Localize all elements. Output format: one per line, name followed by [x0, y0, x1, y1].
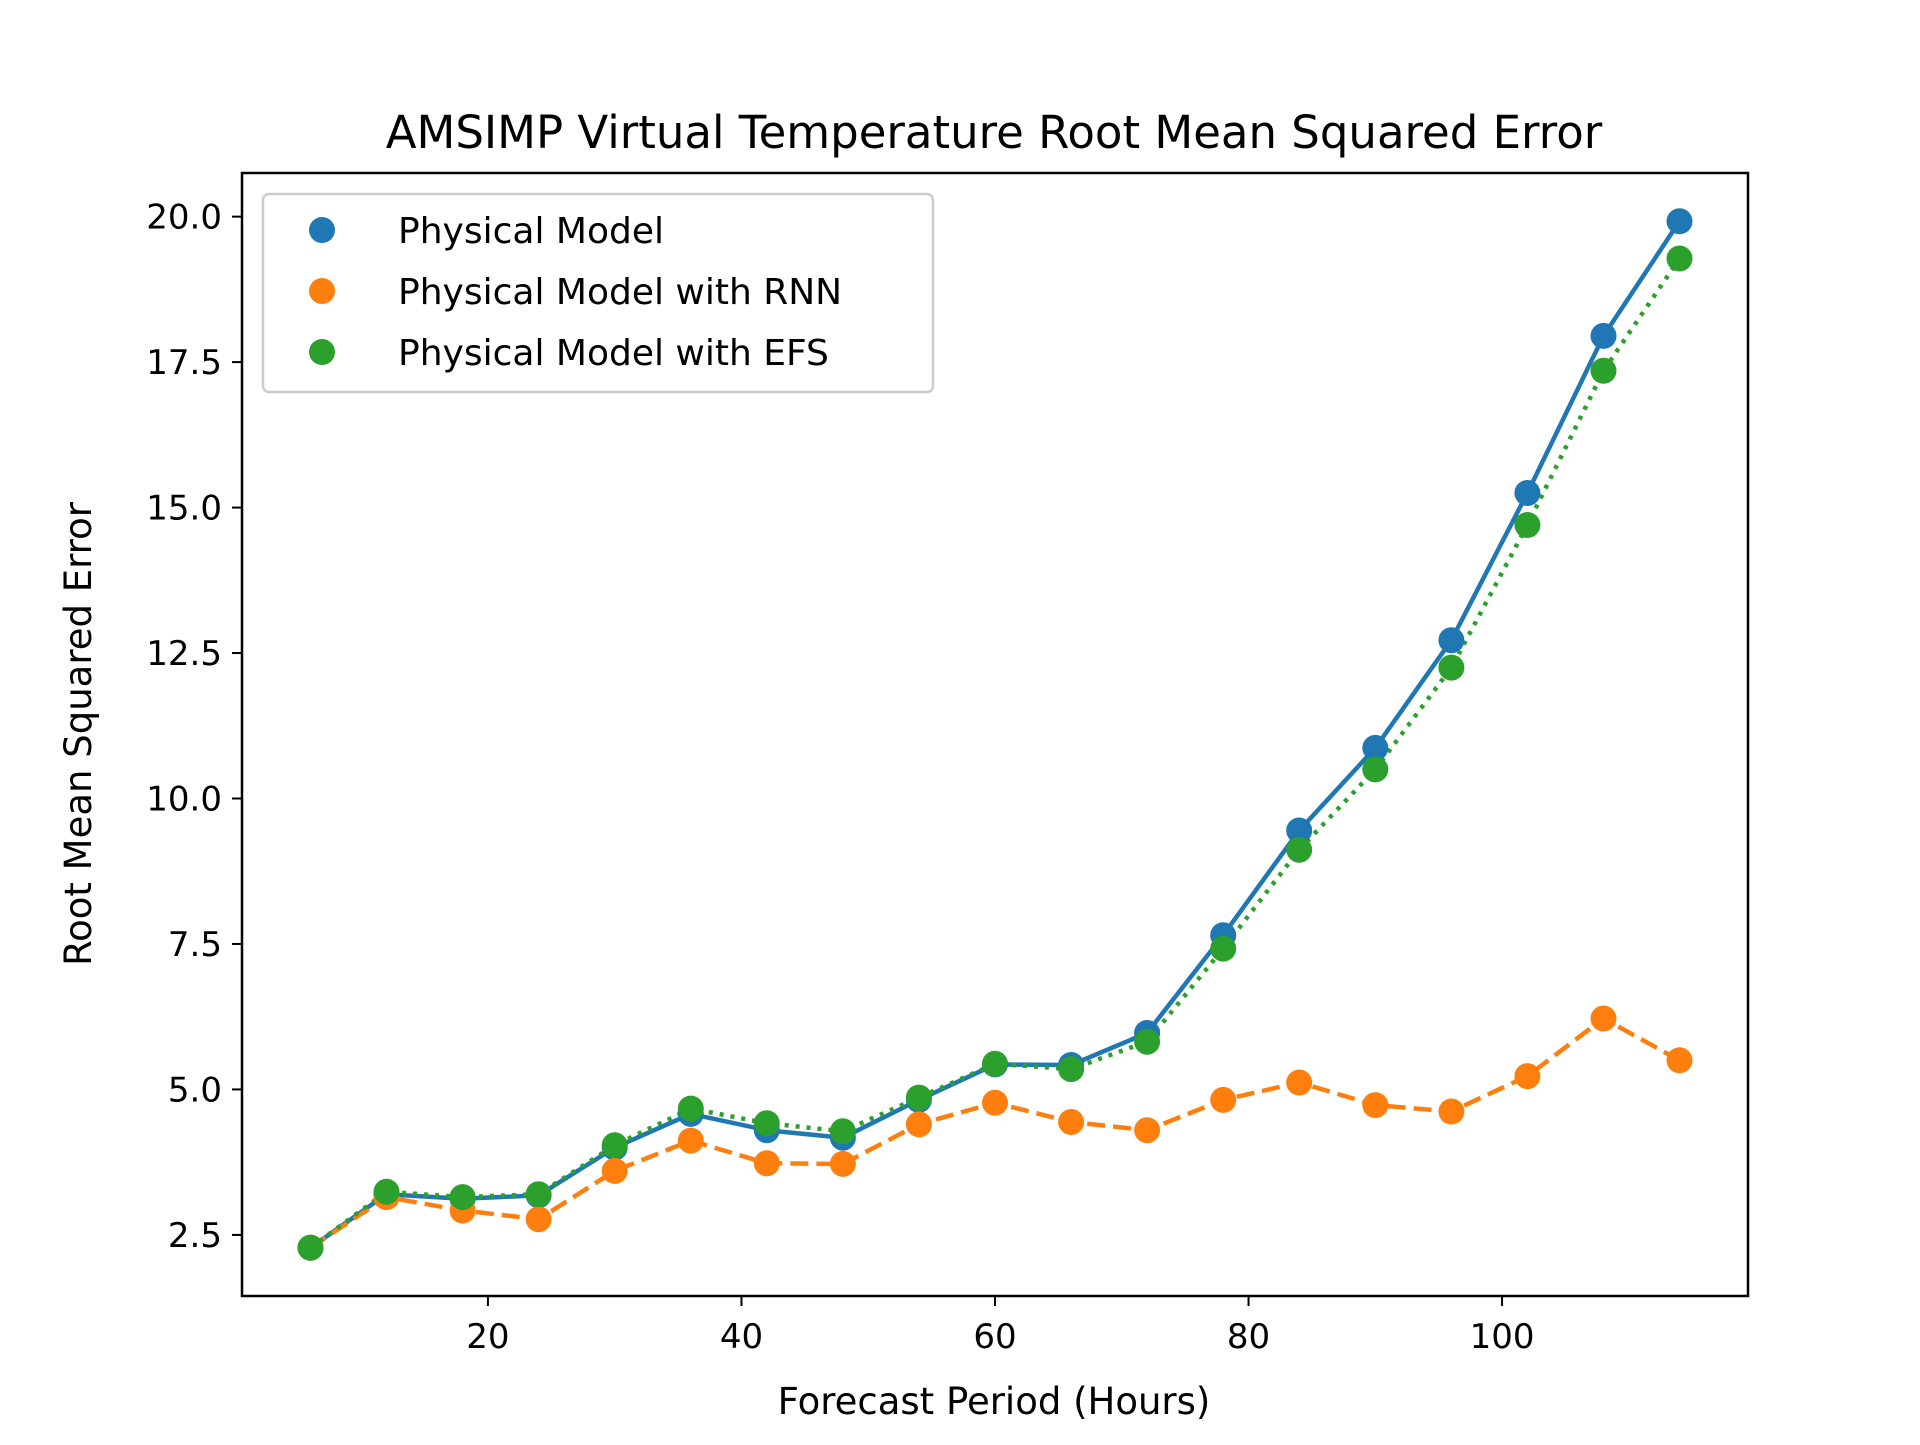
series-1-point: [1134, 1117, 1161, 1144]
legend-label-1: Physical Model with RNN: [398, 272, 842, 313]
series-2-point: [1210, 935, 1237, 962]
legend: Physical Model Physical Model with RNN Phy…: [261, 192, 935, 394]
series-1-point: [601, 1157, 628, 1184]
chart-title: AMSIMP Virtual Temperature Root Mean Squ…: [386, 106, 1603, 159]
series-1-point: [1058, 1109, 1085, 1135]
series-2-point: [1058, 1056, 1085, 1083]
series-2-point: [1590, 357, 1617, 384]
series-2-point: [297, 1234, 324, 1261]
series-1-point: [525, 1206, 552, 1233]
series-2-point: [982, 1050, 1008, 1077]
y-tick-label: 2.5: [168, 1216, 222, 1256]
series-0-point: [1362, 734, 1389, 761]
series-2-point: [753, 1110, 780, 1137]
series-1-point: [1362, 1092, 1389, 1119]
series-1-point: [1438, 1098, 1465, 1125]
series-1-point: [982, 1089, 1008, 1116]
legend-marker-2: [309, 339, 335, 365]
series-1-point: [1590, 1005, 1617, 1032]
series-1-point: [829, 1150, 856, 1177]
series-1-point: [1286, 1069, 1313, 1096]
series-0-point: [1514, 480, 1541, 506]
series-1-point: [677, 1127, 704, 1154]
y-tick-label: 12.5: [146, 634, 222, 674]
series-1-point: [1514, 1063, 1541, 1090]
plot-area: [297, 208, 1693, 1261]
series-0-point: [1438, 627, 1465, 654]
series-2-point: [1286, 836, 1313, 863]
y-axis-label: Root Mean Squared Error: [57, 501, 100, 966]
x-tick-label: 100: [1470, 1317, 1535, 1357]
series-2-point: [449, 1184, 476, 1211]
y-tick-label: 15.0: [146, 489, 222, 529]
series-2-point: [829, 1118, 856, 1145]
y-tick-label: 17.5: [146, 343, 222, 383]
series-2-point: [373, 1178, 400, 1205]
y-tick-label: 10.0: [146, 780, 222, 820]
series-2-point: [677, 1095, 704, 1122]
x-tick-label: 20: [466, 1317, 509, 1357]
x-tick-label: 40: [720, 1317, 763, 1357]
y-tick-label: 5.0: [168, 1070, 222, 1110]
x-tick-label: 80: [1227, 1317, 1270, 1357]
series-2-point: [1134, 1028, 1161, 1055]
legend-box: [261, 192, 935, 394]
legend-marker-1: [309, 278, 335, 304]
series-2-point: [1438, 654, 1465, 681]
series-0-point: [1590, 322, 1617, 349]
series-1-point: [905, 1111, 932, 1138]
series-1-point: [1666, 1047, 1693, 1074]
series-2-point: [905, 1084, 932, 1111]
legend-marker-0: [309, 217, 335, 243]
x-axis-label: Forecast Period (Hours): [778, 1380, 1211, 1423]
x-tick-label: 60: [973, 1317, 1016, 1357]
series-0-point: [1286, 817, 1313, 844]
series-1-point: [1210, 1086, 1237, 1113]
series-2-point: [601, 1132, 628, 1159]
series-1-point: [753, 1150, 780, 1177]
series-0-point: [1666, 208, 1693, 235]
series-2-point: [1666, 245, 1693, 272]
legend-label-2: Physical Model with EFS: [398, 333, 829, 374]
y-tick-label: 7.5: [168, 925, 222, 965]
legend-label-0: Physical Model: [398, 211, 664, 252]
series-2-point: [1514, 512, 1541, 538]
axis-ticks: 20 40 60 80 100 2.5 5.0 7.5 10.0 12.5 15.0 17.5 20.0: [146, 198, 1534, 1357]
y-tick-label: 20.0: [146, 198, 222, 238]
series-2-point: [525, 1181, 552, 1208]
series-2-point: [1362, 756, 1389, 783]
